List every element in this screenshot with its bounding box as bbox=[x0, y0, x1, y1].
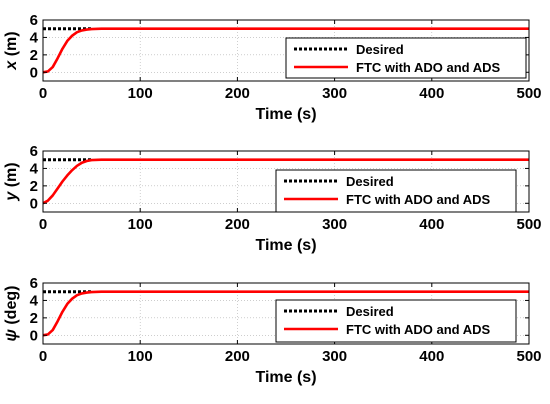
x-tick-label: 200 bbox=[225, 85, 250, 102]
x-tick-label: 400 bbox=[419, 85, 444, 102]
legend-box bbox=[275, 169, 517, 213]
series-line-ftc bbox=[42, 27, 529, 74]
y-axis-label: x (m) bbox=[3, 31, 20, 70]
axes-frame bbox=[42, 282, 530, 345]
x-tick-label: 400 bbox=[419, 348, 444, 365]
y-axis-unit: (deg) bbox=[3, 286, 20, 325]
legend: Desired FTC with ADO and ADS bbox=[285, 37, 527, 79]
x-tick-label: 300 bbox=[322, 85, 347, 102]
legend-label-ftc: FTC with ADO and ADS bbox=[346, 322, 491, 337]
legend: Desired FTC with ADO and ADS bbox=[275, 169, 517, 213]
x-tick-label: 100 bbox=[128, 85, 153, 102]
x-axis-label: Time (s) bbox=[255, 369, 316, 386]
legend-box bbox=[275, 299, 517, 343]
x-tick-label: 200 bbox=[225, 348, 250, 365]
series-line-ftc bbox=[42, 290, 529, 337]
x-tick-label: 200 bbox=[225, 216, 250, 233]
legend: Desired FTC with ADO and ADS bbox=[275, 299, 517, 343]
y-tick-label: 6 bbox=[30, 12, 38, 29]
y-axis-symbol: x bbox=[3, 56, 20, 70]
x-tick-label: 300 bbox=[322, 216, 347, 233]
y-tick-label: 0 bbox=[30, 64, 38, 81]
legend-label-desired: Desired bbox=[346, 304, 394, 319]
x-tick-label: 400 bbox=[419, 216, 444, 233]
x-tick-label: 500 bbox=[516, 216, 541, 233]
y-axis-symbol: y bbox=[3, 187, 20, 201]
y-tick-label: 6 bbox=[30, 143, 38, 160]
x-tick-label: 500 bbox=[516, 85, 541, 102]
x-axis-label: Time (s) bbox=[255, 237, 316, 254]
legend-label-ftc: FTC with ADO and ADS bbox=[346, 192, 491, 207]
y-tick-label: 4 bbox=[30, 29, 39, 46]
y-tick-label: 4 bbox=[30, 160, 39, 177]
y-tick-label: 6 bbox=[30, 275, 38, 292]
y-tick-label: 0 bbox=[30, 195, 38, 212]
x-tick-label: 0 bbox=[39, 348, 47, 365]
y-tick-label: 2 bbox=[30, 47, 38, 64]
axes-frame bbox=[42, 19, 530, 82]
x-tick-label: 0 bbox=[39, 216, 47, 233]
series-line-ftc bbox=[42, 158, 529, 205]
legend-label-ftc: FTC with ADO and ADS bbox=[356, 60, 501, 75]
x-tick-label: 100 bbox=[128, 348, 153, 365]
y-axis-unit: (m) bbox=[3, 162, 20, 187]
x-tick-label: 300 bbox=[322, 348, 347, 365]
y-axis-unit: (m) bbox=[3, 31, 20, 56]
y-tick-label: 2 bbox=[30, 178, 38, 195]
y-tick-label: 0 bbox=[30, 327, 38, 344]
x-tick-label: 0 bbox=[39, 85, 47, 102]
legend-label-desired: Desired bbox=[346, 174, 394, 189]
legend-label-desired: Desired bbox=[356, 42, 404, 57]
x-tick-label: 100 bbox=[128, 216, 153, 233]
y-axis-label: ψ (deg) bbox=[3, 286, 20, 342]
y-tick-label: 4 bbox=[30, 292, 39, 309]
y-axis-symbol: ψ bbox=[3, 325, 20, 342]
legend-box bbox=[285, 37, 527, 79]
x-tick-label: 500 bbox=[516, 348, 541, 365]
x-axis-label: Time (s) bbox=[255, 106, 316, 123]
y-tick-label: 2 bbox=[30, 310, 38, 327]
y-axis-label: y (m) bbox=[3, 162, 20, 201]
